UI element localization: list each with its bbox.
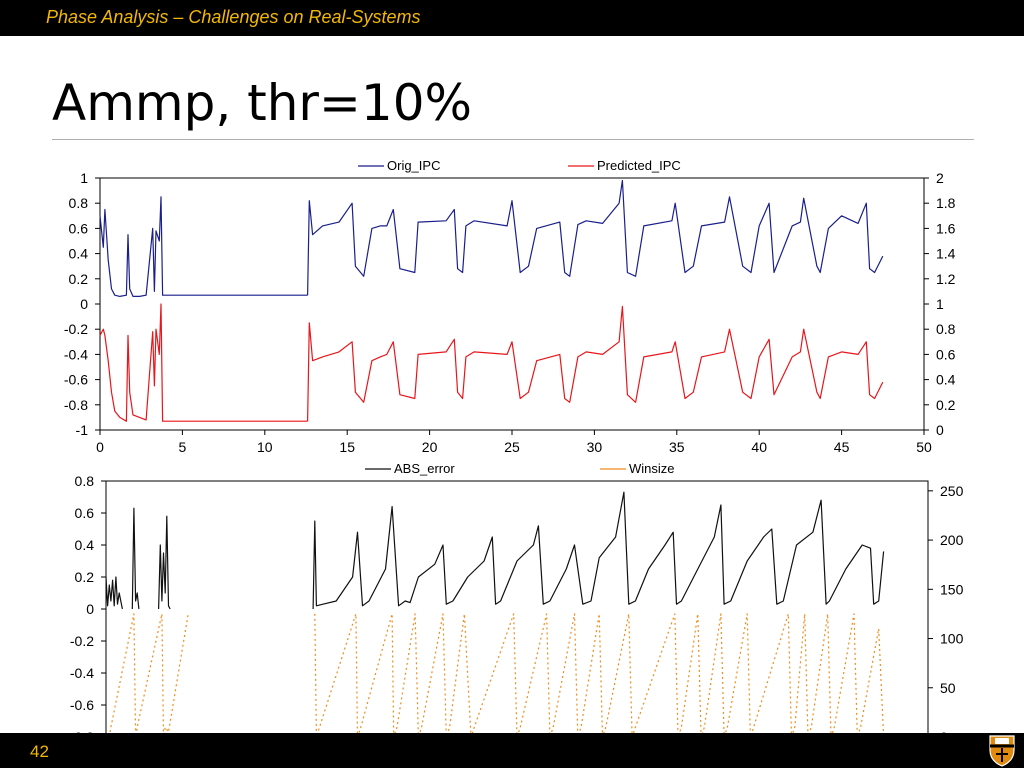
slide-number: 42 — [30, 742, 49, 761]
y-left-tick-label: -0.6 — [70, 697, 94, 713]
x-tick-label: 30 — [587, 439, 603, 455]
y-left-tick-label: -1 — [76, 422, 89, 438]
series-line — [312, 491, 885, 610]
x-tick-label: 40 — [751, 439, 767, 455]
header-title: Phase Analysis – Challenges on Real-Syst… — [46, 7, 421, 27]
x-tick-label: 45 — [834, 439, 850, 455]
series-orig-ipc — [99, 179, 884, 297]
y-left-tick-label: -0.8 — [64, 397, 88, 413]
legend-label: Predicted_IPC — [597, 158, 681, 173]
y-left-tick-label: -0.6 — [64, 372, 88, 388]
y-left-tick-label: 1 — [80, 170, 88, 186]
header-bar: Phase Analysis – Challenges on Real-Syst… — [0, 0, 1024, 36]
y-right-tick-label: 0.4 — [936, 372, 956, 388]
series-line — [307, 179, 884, 296]
x-tick-label: 15 — [339, 439, 355, 455]
y-right-tick-label: 250 — [940, 483, 964, 499]
series-line — [307, 305, 884, 422]
y-right-tick-label: 1.4 — [936, 246, 956, 262]
y-left-tick-label: 0.6 — [75, 505, 95, 521]
x-tick-label: 5 — [179, 439, 187, 455]
princeton-shield-icon — [989, 735, 1015, 767]
y-right-tick-label: 150 — [940, 581, 964, 597]
y-left-tick-label: 0.2 — [69, 271, 89, 287]
y-left-tick-label: 0.8 — [69, 195, 89, 211]
series-line — [105, 576, 123, 610]
y-right-tick-label: 2 — [936, 170, 944, 186]
y-left-tick-label: 0 — [86, 601, 94, 617]
y-right-tick-label: 0.6 — [936, 346, 956, 362]
title-divider — [52, 139, 974, 140]
y-left-tick-label: 0.6 — [69, 220, 89, 236]
y-right-tick-label: 50 — [940, 680, 956, 696]
series-line — [99, 196, 308, 297]
x-tick-label: 25 — [504, 439, 520, 455]
series-line — [108, 613, 189, 738]
ipc-chart: 0 5 10 15 20 25 30 35 40 45 5010.80.60.40.20-0.2-0… — [64, 158, 956, 455]
series-winsize — [108, 613, 885, 738]
series-line — [131, 507, 140, 610]
legend-label: Orig_IPC — [387, 158, 440, 173]
error-chart: 051015202530354045500.80.60.40.20-0.2-0.… — [70, 461, 964, 761]
y-right-tick-label: 0 — [936, 422, 944, 438]
series-predicted-ipc — [99, 303, 884, 422]
legend-label: ABS_error — [394, 461, 455, 476]
series-abs-error — [105, 491, 885, 610]
series-line — [99, 303, 308, 422]
y-right-tick-label: 1 — [936, 296, 944, 312]
x-tick-label: 0 — [96, 439, 104, 455]
y-left-tick-label: 0 — [80, 296, 88, 312]
x-tick-label: 50 — [916, 439, 932, 455]
y-left-tick-label: -0.2 — [70, 633, 94, 649]
series-line — [314, 613, 885, 738]
y-left-tick-label: -0.2 — [64, 321, 88, 337]
footer-bar — [0, 733, 1024, 768]
y-right-tick-label: 1.8 — [936, 195, 956, 211]
legend-label: Winsize — [629, 461, 675, 476]
x-tick-label: 10 — [257, 439, 273, 455]
y-right-tick-label: 200 — [940, 532, 964, 548]
y-left-tick-label: -0.4 — [64, 346, 88, 362]
plot-frame — [99, 177, 925, 431]
y-right-tick-label: 1.2 — [936, 271, 956, 287]
slide-title: Ammp, thr=10% — [52, 74, 473, 132]
y-right-tick-label: 0.8 — [936, 321, 956, 337]
y-left-tick-label: 0.8 — [75, 473, 95, 489]
y-right-tick-label: 100 — [940, 631, 964, 647]
y-left-tick-label: -0.4 — [70, 665, 94, 681]
y-right-tick-label: 0.2 — [936, 397, 956, 413]
x-tick-label: 20 — [422, 439, 438, 455]
x-tick-label: 35 — [669, 439, 685, 455]
y-left-tick-label: 0.2 — [75, 569, 95, 585]
y-left-tick-label: 0.4 — [69, 246, 89, 262]
y-left-tick-label: 0.4 — [75, 537, 95, 553]
series-line — [158, 515, 171, 610]
y-right-tick-label: 1.6 — [936, 220, 956, 236]
plot-frame — [105, 480, 929, 738]
